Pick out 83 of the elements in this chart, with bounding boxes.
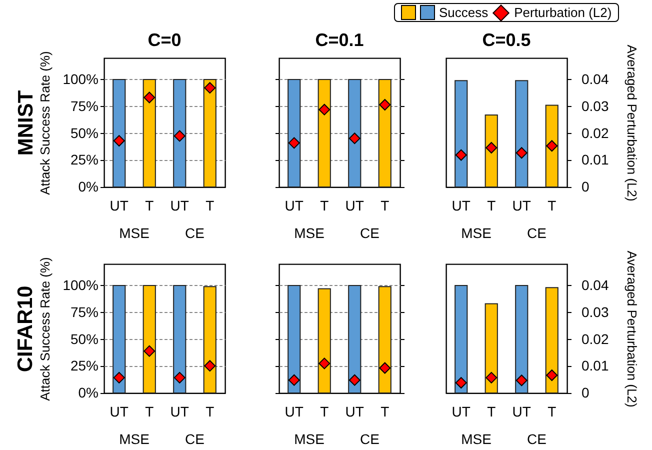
point	[516, 374, 528, 386]
y2-tick-label: 0.02	[582, 330, 609, 347]
y-tick-label: 75%	[70, 304, 98, 320]
point	[318, 104, 330, 116]
x-tick-label: UT	[284, 198, 304, 214]
y-tick-label: 50%	[70, 330, 98, 347]
y2-tick-label: 0.01	[582, 358, 609, 374]
y2-tick-label: 0	[582, 178, 590, 194]
y2-axis-title: Averaged Perturbation (L2)	[624, 250, 640, 408]
x-tick-label: UT	[452, 198, 471, 214]
x-tick-label: T	[487, 404, 496, 420]
x-tick-label: UT	[512, 198, 532, 214]
text: CE	[360, 431, 380, 447]
x-tick-label: T	[145, 198, 154, 214]
text: CE	[185, 225, 204, 241]
text: CE	[360, 225, 380, 241]
point	[144, 92, 156, 104]
point	[455, 377, 467, 389]
text: MNIST	[14, 90, 38, 156]
text: MSE	[461, 225, 492, 241]
x-tick-label: T	[145, 404, 154, 420]
y2-tick-label: 0.04	[582, 71, 609, 87]
text: MSE	[119, 431, 150, 447]
point	[486, 372, 498, 384]
y2-axis-title: Averaged Perturbation (L2)	[624, 44, 640, 202]
text: CE	[527, 225, 546, 241]
text: CIFAR10	[14, 285, 38, 372]
point	[546, 370, 558, 382]
text: MSE	[294, 431, 324, 447]
y2-tick-label: 0.01	[582, 152, 609, 168]
x-tick-label: T	[380, 198, 390, 214]
x-tick-label: T	[548, 404, 557, 420]
y2-tick-label: 0.04	[582, 277, 609, 293]
x-tick-label: T	[380, 404, 390, 420]
point	[486, 142, 498, 154]
x-tick-label: UT	[452, 404, 471, 420]
y2-tick-label: 0	[582, 384, 590, 400]
x-tick-label: UT	[284, 404, 304, 420]
text: MSE	[461, 431, 492, 447]
x-tick-label: UT	[110, 198, 129, 214]
point	[379, 99, 391, 111]
chart-title: C=0.5	[482, 30, 531, 50]
point	[204, 82, 216, 94]
text: MSE	[119, 225, 150, 241]
y-tick-label: 0%	[78, 384, 98, 400]
x-tick-label: UT	[512, 404, 532, 420]
chart-title: C=0.1	[315, 30, 364, 50]
point	[455, 149, 467, 161]
x-tick-label: T	[206, 198, 215, 214]
y2-tick-label: 0.03	[582, 98, 609, 114]
y-tick-label: 0%	[78, 178, 98, 194]
x-tick-label: T	[320, 198, 330, 214]
x-tick-label: UT	[345, 404, 364, 420]
x-tick-label: T	[206, 404, 215, 420]
point	[174, 130, 186, 142]
y-tick-label: 25%	[70, 358, 98, 374]
legend-label: Success	[439, 5, 488, 20]
point	[348, 132, 360, 144]
y-tick-label: 25%	[70, 152, 98, 168]
x-tick-label: UT	[110, 404, 129, 420]
y-tick-label: 100%	[62, 71, 98, 87]
y-tick-label: 100%	[62, 277, 98, 293]
x-tick-label: T	[320, 404, 330, 420]
legend-label: Perturbation (L2)	[514, 5, 612, 20]
point	[516, 147, 528, 159]
text: MSE	[294, 225, 324, 241]
y-axis-title: Attack Success Rate (%)	[38, 51, 53, 195]
y2-tick-label: 0.02	[582, 124, 609, 141]
y2-tick-label: 0.03	[582, 304, 609, 320]
text: CE	[185, 431, 204, 447]
y-tick-label: 50%	[70, 124, 98, 141]
y-axis-title: Attack Success Rate (%)	[38, 257, 53, 401]
chart-title: C=0	[148, 30, 182, 50]
text: CE	[527, 431, 546, 447]
x-tick-label: UT	[170, 404, 190, 420]
x-tick-label: UT	[170, 198, 190, 214]
x-tick-label: T	[548, 198, 557, 214]
y-tick-label: 75%	[70, 98, 98, 114]
x-tick-label: UT	[345, 198, 364, 214]
point	[113, 135, 125, 147]
point	[288, 137, 300, 149]
x-tick-label: T	[487, 198, 496, 214]
point	[546, 140, 558, 152]
